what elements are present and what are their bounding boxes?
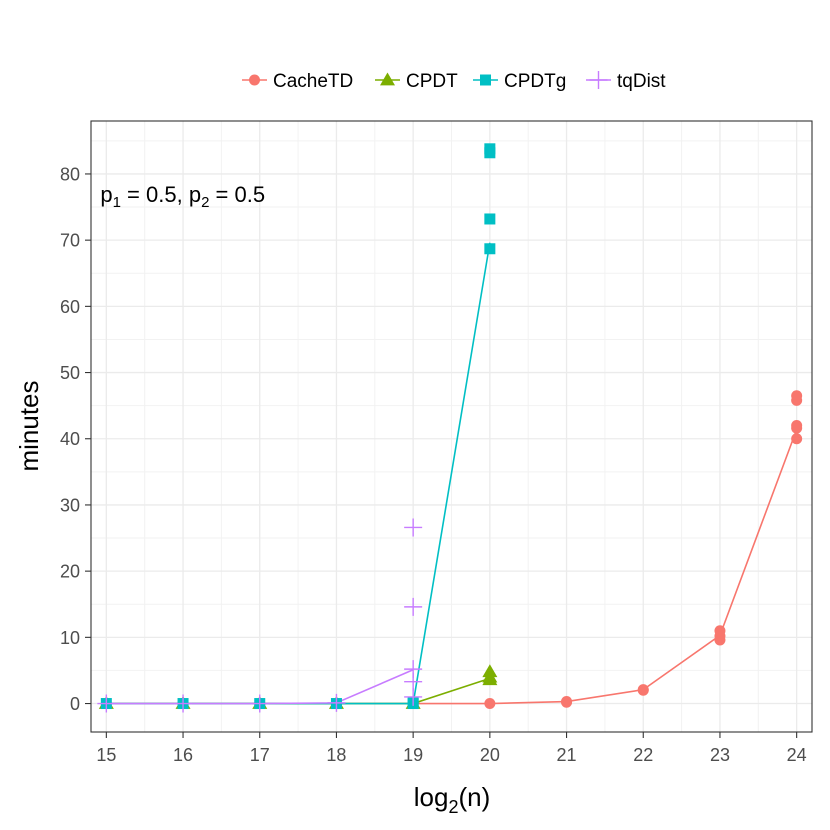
legend-item-tqdist: tqDist <box>586 71 666 92</box>
axis-ticks <box>85 173 798 738</box>
annotation-value2: = 0.5 <box>209 182 265 207</box>
data-point-tqdist <box>250 694 269 713</box>
data-point-cpdtg <box>484 213 496 225</box>
data-point-cachetd <box>791 420 803 432</box>
legend-label-cachetd: CacheTD <box>273 71 353 92</box>
data-point-cpdtg <box>484 243 496 255</box>
legend: CacheTD CPDT CPDTg tqDist <box>242 71 666 92</box>
series-points <box>97 143 803 713</box>
x-tick-label: 17 <box>250 745 270 765</box>
y-tick-label: 80 <box>60 164 80 184</box>
data-point-cachetd <box>791 433 803 445</box>
data-point-cachetd <box>561 696 573 708</box>
x-tick-label: 24 <box>787 745 807 765</box>
annotation-sub1: 1 <box>113 194 121 211</box>
legend-key-marker-tqdist <box>589 71 608 89</box>
x-tick-label: 23 <box>710 745 730 765</box>
data-point-tqdist <box>404 660 423 679</box>
x-axis-title-subscript: 2 <box>448 797 458 817</box>
data-point-tqdist <box>97 694 116 713</box>
annotation-p2: p <box>189 182 201 207</box>
legend-key-marker-cpdt <box>380 72 395 86</box>
y-tick-label: 50 <box>60 363 80 383</box>
annotation-value1: = 0.5, <box>121 182 189 207</box>
y-axis-title: minutes <box>14 380 44 471</box>
data-point-tqdist <box>404 518 423 537</box>
data-point-cachetd <box>791 390 803 402</box>
legend-label-cpdt: CPDT <box>406 71 458 92</box>
x-tick-label: 19 <box>403 745 423 765</box>
data-point-cachetd <box>484 698 496 710</box>
x-tick-label: 21 <box>557 745 577 765</box>
x-tick-label: 18 <box>326 745 346 765</box>
y-tick-label: 60 <box>60 297 80 317</box>
data-point-cachetd <box>714 625 726 637</box>
legend-item-cachetd: CacheTD <box>242 71 353 92</box>
annotation-p1: p <box>100 182 112 207</box>
x-axis-title-tail: (n) <box>458 782 490 812</box>
legend-label-tqdist: tqDist <box>617 71 666 92</box>
legend-item-cpdt: CPDT <box>375 71 458 92</box>
legend-key-marker-cpdtg <box>480 74 491 86</box>
plot-panel-border <box>90 120 813 733</box>
data-point-tqdist <box>174 694 193 713</box>
legend-label-cpdtg: CPDTg <box>504 71 566 92</box>
y-tick-label: 40 <box>60 429 80 449</box>
parameter-annotation: p1 = 0.5, p2 = 0.5 <box>100 182 265 211</box>
y-tick-label: 70 <box>60 231 80 251</box>
data-point-cachetd <box>637 684 649 696</box>
y-tick-label: 10 <box>60 628 80 648</box>
x-tick-label: 16 <box>173 745 193 765</box>
data-point-tqdist <box>404 597 423 616</box>
y-tick-label: 0 <box>70 694 80 714</box>
x-axis-title-base: log <box>414 782 449 812</box>
minor-gridlines <box>91 121 812 732</box>
data-point-tqdist <box>327 693 346 712</box>
x-tick-label: 22 <box>633 745 653 765</box>
legend-key-marker-cachetd <box>249 74 260 86</box>
x-tick-label: 15 <box>96 745 116 765</box>
y-tick-label: 20 <box>60 562 80 582</box>
legend-item-cpdtg: CPDTg <box>473 71 566 92</box>
x-axis-title: log2(n) <box>414 782 491 817</box>
data-point-cpdt <box>482 664 498 678</box>
y-tick-label: 30 <box>60 495 80 515</box>
data-point-tqdist <box>404 687 423 706</box>
x-tick-label: 20 <box>480 745 500 765</box>
data-point-cpdtg <box>484 143 496 155</box>
annotation-sub2: 2 <box>201 194 209 211</box>
